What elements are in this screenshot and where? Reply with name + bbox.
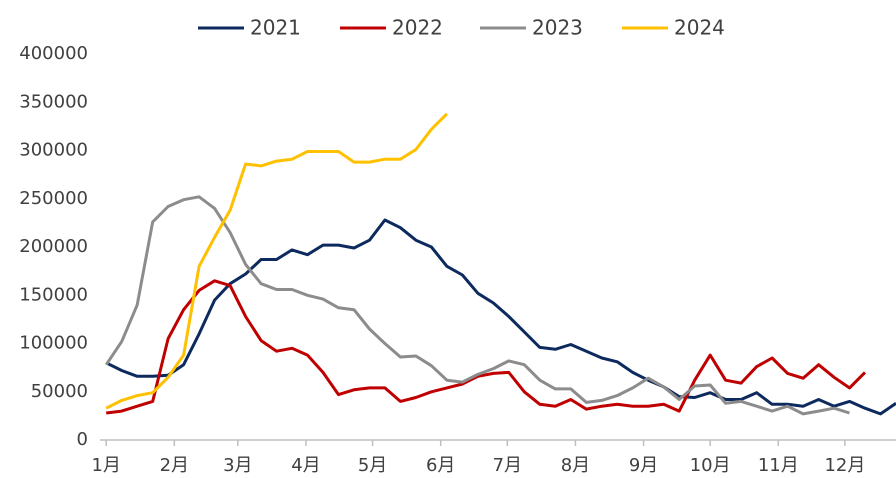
series-line — [105, 218, 896, 416]
y-tick-label: 250000 — [19, 188, 88, 209]
x-tick-label: 5月 — [358, 455, 387, 476]
y-tick-label: 0 — [77, 429, 88, 450]
x-tick-label: 8月 — [561, 455, 590, 476]
y-tick-label: 200000 — [19, 236, 88, 257]
y-tick-label: 150000 — [19, 284, 88, 305]
legend-label: 2023 — [532, 16, 583, 40]
x-tick-label: 12月 — [824, 455, 865, 476]
x-tick-label: 2月 — [160, 455, 189, 476]
y-tick-label: 350000 — [19, 91, 88, 112]
legend-label: 2021 — [250, 16, 301, 40]
legend-label: 2024 — [674, 16, 725, 40]
x-tick-label: 4月 — [291, 455, 320, 476]
x-tick-label: 7月 — [493, 455, 522, 476]
y-tick-label: 50000 — [31, 381, 88, 402]
x-tick-label: 3月 — [223, 455, 252, 476]
x-tick-label: 1月 — [91, 455, 120, 476]
y-tick-label: 300000 — [19, 140, 88, 161]
series-line — [105, 112, 448, 410]
x-tick-label: 11月 — [758, 455, 799, 476]
y-tick-label: 400000 — [19, 43, 88, 64]
x-tick-label: 6月 — [426, 455, 455, 476]
x-tick-label: 9月 — [629, 455, 658, 476]
x-tick-label: 10月 — [690, 455, 731, 476]
y-tick-label: 100000 — [19, 333, 88, 354]
legend-label: 2022 — [392, 16, 443, 40]
series-line — [104, 195, 850, 416]
series-line — [106, 279, 867, 415]
